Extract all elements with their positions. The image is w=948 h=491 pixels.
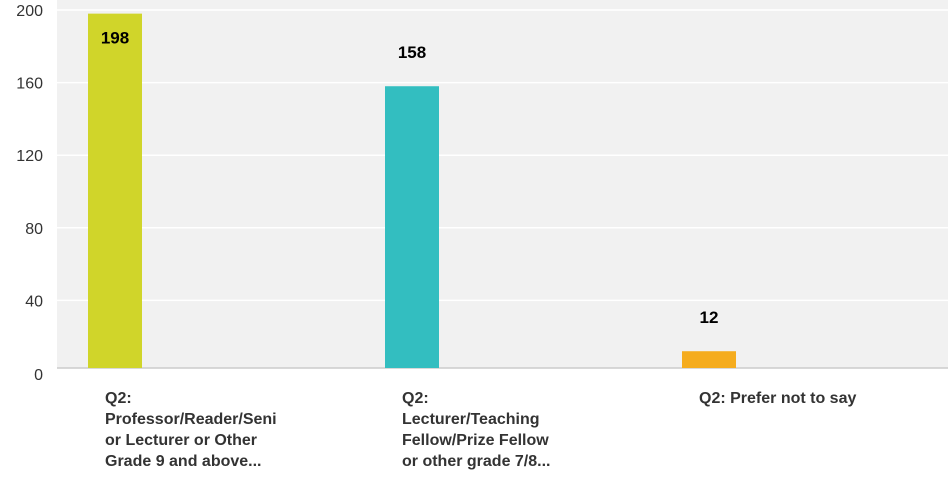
- bars: [88, 13, 736, 368]
- plot-background: [57, 0, 948, 368]
- y-tick-label: 120: [16, 148, 43, 165]
- y-tick-label: 40: [25, 293, 43, 310]
- bar: [88, 13, 142, 368]
- y-axis-ticks: 0 40 80 120 160 200: [16, 3, 43, 384]
- y-tick-label: 0: [34, 367, 43, 384]
- y-tick-label: 160: [16, 76, 43, 93]
- bar: [682, 351, 736, 368]
- data-label: 198: [101, 29, 129, 48]
- data-label: 158: [398, 43, 426, 62]
- x-tick-label: Q2: Lecturer/Teaching Fellow/Prize Fello…: [402, 390, 551, 470]
- data-labels: 198 158 12: [101, 29, 719, 328]
- x-tick-label: Q2: Prefer not to say: [699, 390, 857, 407]
- data-label: 12: [700, 308, 719, 327]
- bar: [385, 86, 439, 368]
- x-tick-label: Q2: Professor/Reader/Seni or Lecturer or…: [105, 390, 277, 470]
- y-tick-label: 200: [16, 3, 43, 20]
- y-tick-label: 80: [25, 221, 43, 238]
- gridlines: [57, 9, 948, 369]
